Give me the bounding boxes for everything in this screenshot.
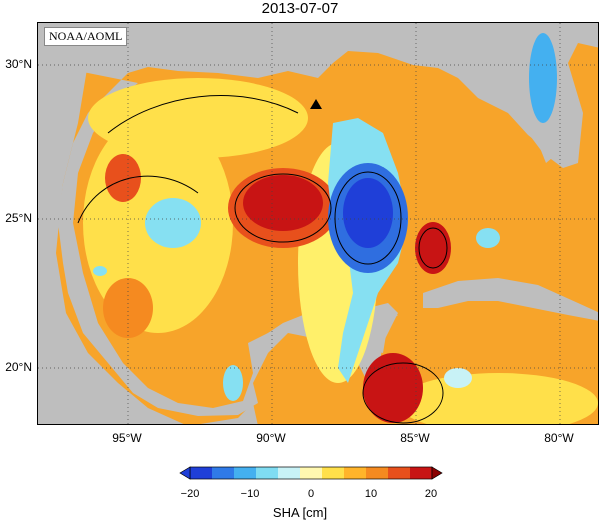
lat-label-25n: 25°N <box>5 211 32 225</box>
colorbar-cell <box>190 467 213 479</box>
source-label: NOAA/AOML <box>44 27 128 46</box>
colorbar-tick-10: 10 <box>364 488 378 500</box>
colorbar-tick-minus20: −20 <box>180 488 200 500</box>
sha-cold-mexico <box>223 365 243 401</box>
colorbar-cell <box>366 467 389 479</box>
lon-label-85w: 85°W <box>400 431 430 445</box>
lon-label-95w: 95°W <box>112 431 142 445</box>
map-title: 2013-07-07 <box>261 0 339 17</box>
colorbar-cell <box>322 467 345 479</box>
colorbar-cell <box>300 467 323 479</box>
land-north-strip <box>38 23 598 33</box>
colorbar-cell <box>256 467 279 479</box>
colorbar-cell <box>388 467 411 479</box>
colorbar <box>179 466 443 480</box>
colorbar-arrow-low <box>179 466 191 480</box>
lat-label-20n: 20°N <box>5 360 32 374</box>
colorbar-arrow-high <box>431 466 443 480</box>
sha-eddy-caribbean <box>363 353 423 423</box>
lon-label-90w: 90°W <box>256 431 286 445</box>
colorbar-cell <box>344 467 367 479</box>
sea-height-anomaly-map: NOAA/AOML <box>37 22 599 425</box>
lat-label-30n: 30°N <box>5 57 32 71</box>
land-mexico <box>38 63 184 424</box>
sha-eddy-west <box>105 154 141 202</box>
sha-cold-core-inner <box>343 178 393 248</box>
contour-loop-current <box>234 173 332 243</box>
sha-cold-caribbean <box>444 368 472 388</box>
sha-cold-west <box>145 198 201 248</box>
contour-north <box>107 95 299 134</box>
contour-cold-eddy <box>334 171 402 265</box>
sha-yellow-north <box>88 78 308 158</box>
lon-label-80w: 80°W <box>544 431 574 445</box>
contour-west <box>77 175 199 224</box>
colorbar-tick-0: 0 <box>307 488 315 500</box>
sha-eddy-yucatan <box>415 222 451 274</box>
triangle-marker <box>310 99 322 109</box>
colorbar-cell <box>410 467 433 479</box>
colorbar-tick-20: 20 <box>424 488 438 500</box>
sha-cold-keys <box>476 228 500 248</box>
contour-yucatan-eddy <box>418 227 448 269</box>
colorbar-title: SHA [cm] <box>272 505 328 520</box>
sha-yellow-south <box>398 373 598 424</box>
colorbar-cell <box>234 467 257 479</box>
sha-cold-florida <box>529 33 557 123</box>
sha-cold-small-west <box>93 266 107 276</box>
colorbar-tick-minus10: −10 <box>240 488 260 500</box>
contour-caribbean <box>362 362 444 424</box>
colorbar-cell <box>278 467 301 479</box>
colorbar-cell <box>212 467 235 479</box>
sha-eddy-loop-current-core <box>243 175 323 231</box>
land-central-america <box>200 403 258 424</box>
land-cuba <box>423 278 598 321</box>
